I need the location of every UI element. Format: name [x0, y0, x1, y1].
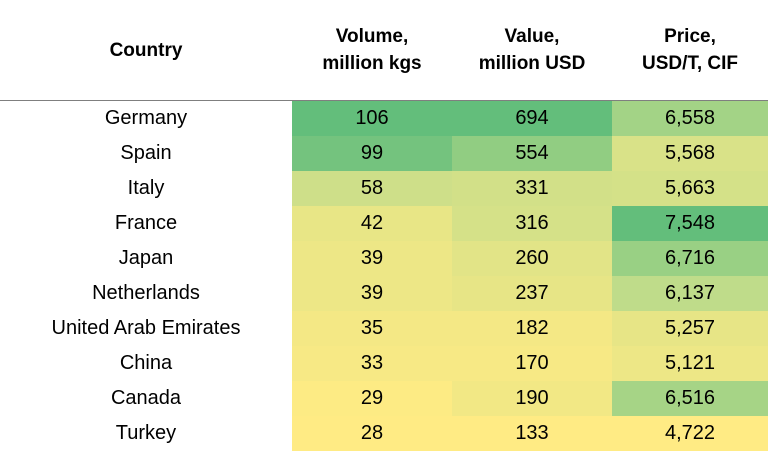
column-header-volume-line2: million kgs	[322, 53, 422, 74]
cell-price: 5,663	[612, 170, 768, 206]
cell-volume: 28	[292, 415, 452, 451]
column-header-country: Country	[0, 0, 292, 101]
cell-country: China	[0, 345, 292, 381]
table-row: France 42 316 7,548	[0, 205, 768, 241]
cell-country: Japan	[0, 240, 292, 276]
column-header-value-line2: million USD	[478, 53, 586, 74]
table-body: Germany 106 694 6,558 Spain 99 554 5,568 Italy 58…	[0, 100, 768, 451]
cell-value: 190	[452, 380, 612, 416]
table-row: Spain 99 554 5,568	[0, 135, 768, 171]
cell-volume: 35	[292, 310, 452, 346]
cell-volume: 33	[292, 345, 452, 381]
cell-country: Spain	[0, 135, 292, 171]
table-row: United Arab Emirates 35 182 5,257	[0, 310, 768, 346]
table-row: Turkey 28 133 4,722	[0, 415, 768, 451]
column-header-price: Price, USD/T, CIF	[612, 0, 768, 101]
cell-volume: 58	[292, 170, 452, 206]
cell-price: 5,257	[612, 310, 768, 346]
table-row: China 33 170 5,121	[0, 345, 768, 381]
cell-volume: 29	[292, 380, 452, 416]
column-header-price-line1: Price,	[664, 26, 716, 47]
cell-value: 316	[452, 205, 612, 241]
cell-country: Turkey	[0, 415, 292, 451]
cell-price: 5,568	[612, 135, 768, 171]
cell-price: 7,548	[612, 205, 768, 241]
cell-value: 237	[452, 275, 612, 311]
cell-country: Canada	[0, 380, 292, 416]
cell-value: 133	[452, 415, 612, 451]
cell-value: 170	[452, 345, 612, 381]
column-header-price-line2: USD/T, CIF	[641, 53, 739, 74]
cell-value: 182	[452, 310, 612, 346]
cell-country: Italy	[0, 170, 292, 206]
cell-price: 4,722	[612, 415, 768, 451]
cell-value: 331	[452, 170, 612, 206]
cell-price: 6,137	[612, 275, 768, 311]
column-header-volume-line1: Volume,	[335, 26, 409, 47]
table-row: Japan 39 260 6,716	[0, 240, 768, 276]
cell-price: 6,558	[612, 100, 768, 136]
table-row: Canada 29 190 6,516	[0, 380, 768, 416]
table-row: Italy 58 331 5,663	[0, 170, 768, 206]
cell-country: United Arab Emirates	[0, 310, 292, 346]
cell-volume: 39	[292, 275, 452, 311]
cell-price: 6,516	[612, 380, 768, 416]
cell-volume: 42	[292, 205, 452, 241]
column-header-volume: Volume, million kgs	[292, 0, 452, 101]
table-row: Netherlands 39 237 6,137	[0, 275, 768, 311]
header-row: Country Volume, million kgs Value, milli…	[0, 0, 768, 101]
cell-country: Germany	[0, 100, 292, 136]
cell-value: 260	[452, 240, 612, 276]
cell-price: 6,716	[612, 240, 768, 276]
cell-volume: 106	[292, 100, 452, 136]
column-header-country-text: Country	[109, 39, 183, 61]
cell-volume: 99	[292, 135, 452, 171]
cell-country: Netherlands	[0, 275, 292, 311]
column-header-value: Value, million USD	[452, 0, 612, 101]
cell-value: 694	[452, 100, 612, 136]
cell-value: 554	[452, 135, 612, 171]
column-header-value-line1: Value,	[504, 26, 560, 47]
cell-country: France	[0, 205, 292, 241]
table-row: Germany 106 694 6,558	[0, 100, 768, 136]
table-header: Country Volume, million kgs Value, milli…	[0, 0, 768, 101]
cell-volume: 39	[292, 240, 452, 276]
cell-price: 5,121	[612, 345, 768, 381]
